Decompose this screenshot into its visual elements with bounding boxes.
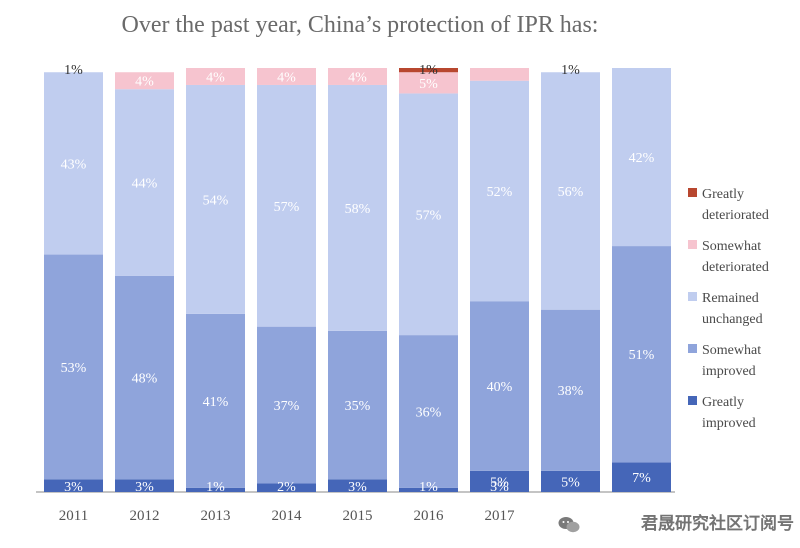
- data-label: 5%: [419, 77, 438, 92]
- legend-label: Greatly deteriorated: [702, 187, 769, 223]
- data-label: 40%: [487, 380, 513, 395]
- bar-segment-2016-somewhat-improved: [399, 335, 458, 488]
- watermark-text: 君晟研究社区订阅号: [641, 514, 794, 534]
- data-label: 2%: [277, 480, 296, 495]
- legend-swatch-remained-unchanged: [688, 292, 697, 301]
- x-tick-label: 2013: [201, 508, 231, 524]
- data-label: 54%: [203, 193, 229, 208]
- legend-label: Greatly improved: [702, 395, 756, 431]
- bar-segment-2019-remained-unchanged: [612, 68, 671, 247]
- bar-segment-2015-somewhat-improved: [328, 330, 387, 480]
- data-label: 5%: [490, 475, 509, 490]
- bar-segment-2013-somewhat-deteriorated: [186, 68, 245, 85]
- data-label: 3%: [64, 480, 83, 495]
- x-tick-label: 2014: [272, 508, 303, 524]
- data-label: 35%: [345, 399, 371, 414]
- data-label: 5%: [561, 475, 580, 490]
- wechat-icon: [558, 517, 580, 533]
- bar-segment-2019-somewhat-improved: [612, 246, 671, 463]
- data-label: 53%: [61, 361, 87, 376]
- data-label: 1%: [206, 480, 225, 495]
- x-tick-label: 2016: [414, 508, 445, 524]
- legend-swatch-greatly-deteriorated: [688, 188, 697, 197]
- x-tick-label: 2012: [130, 508, 160, 524]
- data-label: 3%: [348, 480, 367, 495]
- legend-item-greatly-improved: Greatly improved: [688, 392, 800, 434]
- bar-segment-2014-remained-unchanged: [257, 84, 316, 327]
- data-label: 7%: [632, 471, 651, 486]
- bar-segment-2017-somewhat-deteriorated: [470, 68, 529, 81]
- legend-item-somewhat-deteriorated: Somewhat deteriorated: [688, 236, 800, 278]
- bar-segment-2014-somewhat-deteriorated: [257, 68, 316, 85]
- top-annotation: 1%: [561, 63, 580, 78]
- legend-swatch-somewhat-improved: [688, 344, 697, 353]
- data-label: 51%: [629, 348, 655, 363]
- top-annotation: 1%: [419, 63, 438, 78]
- data-label: 4%: [348, 70, 367, 85]
- data-label: 43%: [61, 157, 87, 172]
- bar-segment-2017-greatly-improved: [470, 470, 529, 492]
- bar-segment-2011-somewhat-improved: [44, 254, 103, 480]
- bar-segment-2012-somewhat-deteriorated: [115, 72, 174, 90]
- bar-segment-2017-somewhat-improved: [470, 301, 529, 471]
- x-tick-label: 2015: [343, 508, 373, 524]
- x-tick-label: 2011: [59, 508, 88, 524]
- legend-label: Somewhat deteriorated: [702, 239, 769, 275]
- data-label: 3%: [490, 480, 509, 495]
- bar-segment-2016-remained-unchanged: [399, 93, 458, 336]
- bar-segment-2016-somewhat-deteriorated: [399, 72, 458, 94]
- data-label: 56%: [558, 185, 584, 200]
- data-label: 41%: [203, 395, 229, 410]
- data-label: 57%: [416, 208, 442, 223]
- bar-segment-2015-remained-unchanged: [328, 84, 387, 331]
- data-label: 1%: [419, 480, 438, 495]
- bar-segment-2013-somewhat-improved: [186, 313, 245, 488]
- legend-label: Somewhat improved: [702, 343, 762, 379]
- legend-swatch-greatly-improved: [688, 396, 697, 405]
- bar-segment-2019-greatly-improved: [612, 462, 671, 492]
- bar-segment-2018-greatly-improved: [541, 470, 600, 492]
- bar-segment-2013-greatly-improved: [186, 487, 245, 492]
- bar-segment-2018-remained-unchanged: [541, 72, 600, 310]
- data-label: 4%: [135, 75, 154, 90]
- data-label: 38%: [558, 384, 584, 399]
- legend-item-remained-unchanged: Remained unchanged: [688, 288, 800, 330]
- data-label: 3%: [135, 480, 154, 495]
- bar-segment-2016-greatly-improved: [399, 487, 458, 492]
- data-label: 44%: [132, 176, 158, 191]
- legend-item-somewhat-improved: Somewhat improved: [688, 340, 800, 382]
- legend-swatch-somewhat-deteriorated: [688, 240, 697, 249]
- bar-segment-2011-greatly-improved: [44, 479, 103, 492]
- x-tick-label: 2017: [485, 508, 516, 524]
- data-label: 48%: [132, 372, 158, 387]
- chart-title: Over the past year, China’s protection o…: [121, 12, 599, 38]
- data-label: 4%: [206, 70, 225, 85]
- top-annotation: 1%: [64, 63, 83, 78]
- bar-segment-2012-greatly-improved: [115, 479, 174, 492]
- bar-segment-2016-greatly-deteriorated: [399, 68, 458, 73]
- data-label: 42%: [629, 151, 655, 166]
- bar-segment-2015-greatly-improved: [328, 479, 387, 492]
- data-label: 4%: [277, 70, 296, 85]
- bar-segment-2014-somewhat-improved: [257, 326, 316, 484]
- legend-item-greatly-deteriorated: Greatly deteriorated: [688, 184, 800, 226]
- data-label: 37%: [274, 399, 300, 414]
- bar-segment-2014-greatly-improved: [257, 483, 316, 492]
- chart-legend: Greatly deteriorated Somewhat deteriorated…: [688, 184, 800, 444]
- bar-segment-2017-remained-unchanged: [470, 80, 529, 302]
- bar-segment-2018-somewhat-improved: [541, 309, 600, 471]
- bar-segment-2012-somewhat-improved: [115, 275, 174, 480]
- bar-segment-2012-remained-unchanged: [115, 89, 174, 276]
- data-label: 52%: [487, 185, 513, 200]
- bar-segment-2013-remained-unchanged: [186, 84, 245, 314]
- bar-segment-2015-somewhat-deteriorated: [328, 68, 387, 85]
- bar-segment-2011-remained-unchanged: [44, 72, 103, 255]
- data-label: 36%: [416, 405, 442, 420]
- data-label: 58%: [345, 202, 371, 217]
- data-label: 57%: [274, 200, 300, 215]
- legend-label: Remained unchanged: [702, 291, 763, 327]
